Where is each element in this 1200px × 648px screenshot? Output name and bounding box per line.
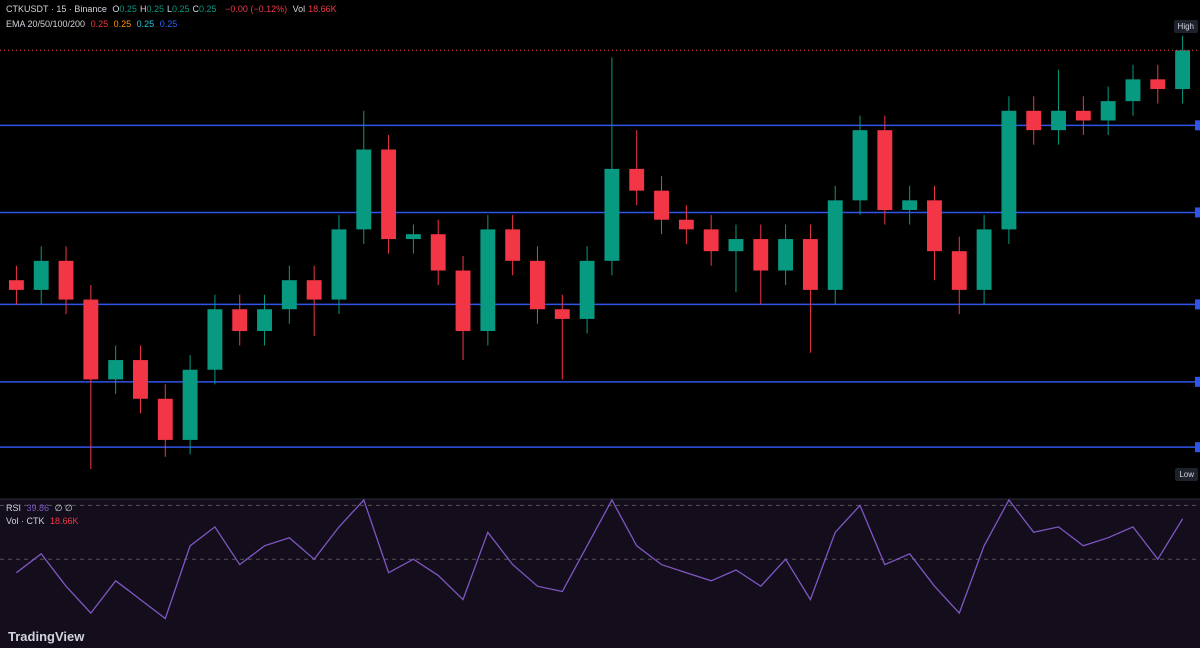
candle-body xyxy=(33,260,49,290)
ema-value: 0.25 xyxy=(90,19,109,29)
candle-body xyxy=(505,229,521,261)
candle-body xyxy=(554,309,570,319)
level-handle xyxy=(1195,299,1200,310)
candle-body xyxy=(703,229,719,252)
candle-body xyxy=(83,299,99,380)
rsi-line xyxy=(16,498,1184,620)
candle-body xyxy=(678,219,694,230)
candle-body xyxy=(530,260,545,310)
candle-body xyxy=(1051,110,1066,131)
candle-body xyxy=(257,309,272,332)
level-handle xyxy=(1195,207,1200,218)
candle-body xyxy=(306,280,322,300)
candle-body xyxy=(1125,79,1141,102)
ohlc-value: 0.25 xyxy=(119,4,137,14)
candle-body xyxy=(281,280,297,310)
volume-value: 18.66K xyxy=(50,516,79,526)
candle-body xyxy=(579,260,595,319)
candle-body xyxy=(480,229,496,332)
candle-body xyxy=(8,280,24,290)
ohlc: O0.25 H0.25 L0.25 C0.25 xyxy=(112,4,219,14)
volume-value: 18.66K xyxy=(308,4,337,14)
level-handle xyxy=(1195,120,1200,131)
candle-body xyxy=(133,360,148,399)
candle-body xyxy=(331,229,347,300)
header: CTKUSDT · 15 · Binance O0.25 H0.25 L0.25 C0… xyxy=(6,4,340,14)
ema-value: 0.25 xyxy=(159,19,178,29)
ohlc-value: 0.25 xyxy=(146,4,164,14)
rsi-extra: ∅ ∅ xyxy=(54,503,73,513)
candle-body xyxy=(405,234,421,240)
rsi-value: 39.86 xyxy=(26,503,50,513)
volume-label: Vol · CTK xyxy=(6,516,45,526)
candle-body xyxy=(430,234,446,271)
ema-value: 0.25 xyxy=(136,19,155,29)
candle-body xyxy=(728,239,744,252)
candle-body xyxy=(852,130,868,201)
candle-body xyxy=(58,260,74,300)
ohlc-label: H xyxy=(139,4,147,14)
candle-body xyxy=(381,149,397,240)
candle-body xyxy=(157,398,173,440)
low-label: Low xyxy=(1175,468,1198,481)
ohlc-label: L xyxy=(166,4,172,14)
candle-body xyxy=(1175,50,1191,90)
rsi-legend: RSI 39.86 ∅ ∅ xyxy=(6,503,76,514)
ema-legend: EMA 20/50/100/200 0.25 0.25 0.25 0.25 xyxy=(6,19,180,29)
candle-body xyxy=(802,239,818,290)
candle-body xyxy=(877,130,893,211)
candle-body xyxy=(1001,110,1017,230)
rsi-label: RSI xyxy=(6,503,22,513)
ema-value: 0.25 xyxy=(113,19,132,29)
candle-body xyxy=(1026,110,1042,131)
level-handle xyxy=(1195,442,1200,453)
candle-body xyxy=(778,239,794,271)
level-handle xyxy=(1195,376,1200,387)
candle-body xyxy=(654,190,669,220)
candle-body xyxy=(1150,79,1166,90)
candle-body xyxy=(232,309,248,332)
volume-label: Vol xyxy=(292,4,306,14)
candle-body xyxy=(827,200,843,290)
candle-body xyxy=(902,200,918,211)
volume-legend: Vol · CTK 18.66K xyxy=(6,516,82,526)
candle-body xyxy=(1075,110,1091,121)
rsi-panel xyxy=(0,499,1200,648)
candle-body xyxy=(207,309,223,370)
ema-label: EMA 20/50/100/200 xyxy=(6,19,86,29)
candle-body xyxy=(927,200,942,252)
candle-body xyxy=(604,168,620,261)
ohlc-label: O xyxy=(112,4,120,14)
candle-body xyxy=(108,360,124,380)
ohlc-value: 0.25 xyxy=(171,4,190,14)
candle-body xyxy=(753,239,769,271)
ohlc-label: C xyxy=(192,4,200,14)
candle-body xyxy=(629,168,645,191)
high-label: High xyxy=(1173,20,1198,33)
symbol[interactable]: CTKUSDT · 15 · Binance xyxy=(6,4,107,14)
candle-body xyxy=(455,270,471,332)
candle-body xyxy=(182,369,198,440)
candle-body xyxy=(356,149,372,230)
ohlc-value: 0.25 xyxy=(199,4,217,14)
change: −0.00 (−0.12%) xyxy=(225,4,288,14)
candle-body xyxy=(1100,101,1116,121)
candle-body xyxy=(951,251,967,290)
brand[interactable]: TradingView xyxy=(8,629,85,644)
candle-body xyxy=(976,229,992,290)
